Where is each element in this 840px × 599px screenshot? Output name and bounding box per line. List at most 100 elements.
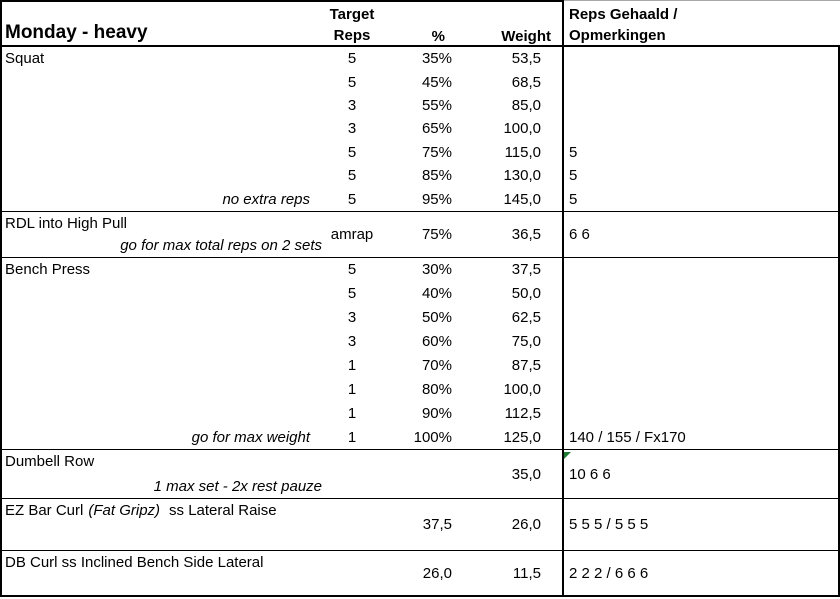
column-header-target-line2: Reps: [333, 27, 371, 44]
percent-cell[interactable]: 75%: [421, 143, 452, 161]
weight-cell[interactable]: 87,5: [511, 356, 541, 374]
percent-cell[interactable]: 35%: [421, 50, 452, 68]
exercise-name-spacer: [0, 354, 318, 378]
weight-cell[interactable]: 68,5: [511, 73, 541, 91]
target-reps-cell[interactable]: amrap: [330, 226, 374, 243]
exercise-note[interactable]: go for max total reps on 2 sets: [120, 237, 322, 254]
weight-cell[interactable]: 35,0: [511, 465, 541, 483]
target-reps-cell[interactable]: 1: [347, 356, 357, 374]
weight-cell[interactable]: 100,0: [503, 380, 541, 398]
exercise-name[interactable]: DB Curl ss Inclined Bench Side Lateral: [5, 554, 263, 571]
weight-cell[interactable]: 130,0: [503, 167, 541, 185]
exercise-name-spacer: [0, 94, 318, 117]
percent-cell[interactable]: 70%: [421, 356, 452, 374]
target-reps-cell[interactable]: 5: [347, 143, 357, 161]
percent-cell[interactable]: 30%: [421, 261, 452, 279]
reps-gehaald-cell[interactable]: 140 / 155 / Fx170: [569, 428, 686, 446]
percent-cell[interactable]: 26,0: [422, 564, 452, 582]
weight-cell[interactable]: 50,0: [511, 285, 541, 303]
target-reps-cell[interactable]: 3: [347, 309, 357, 327]
column-header-reps-line1: Reps Gehaald /: [569, 6, 678, 23]
weight-cell[interactable]: 100,0: [503, 120, 541, 138]
target-reps-cell[interactable]: [318, 499, 386, 550]
exercise-name[interactable]: RDL into High Pull: [5, 215, 127, 232]
target-reps-cell[interactable]: 5: [347, 167, 357, 185]
exercise-name[interactable]: Dumbell Row: [5, 453, 94, 470]
percent-cell[interactable]: 90%: [421, 404, 452, 422]
weight-cell[interactable]: 53,5: [511, 50, 541, 68]
reps-gehaald-cell[interactable]: 6 6: [569, 226, 590, 243]
target-reps-cell[interactable]: 3: [347, 120, 357, 138]
target-reps-cell[interactable]: 1: [347, 380, 357, 398]
set-row: 5 85% 130,0 5: [0, 164, 840, 187]
percent-cell[interactable]: 95%: [421, 190, 452, 208]
target-reps-cell[interactable]: 1: [347, 404, 357, 422]
target-reps-cell[interactable]: 3: [347, 333, 357, 351]
reps-gehaald-cell[interactable]: [553, 401, 840, 425]
set-row: Bench Press 5 30% 37,5: [0, 258, 840, 282]
percent-cell[interactable]: 100%: [413, 428, 452, 446]
percent-cell[interactable]: 55%: [421, 97, 452, 115]
set-row: go for max weight 1 100% 125,0 140 / 155 / F…: [0, 425, 840, 449]
target-reps-cell[interactable]: 5: [347, 73, 357, 91]
exercise-name-spacer: [0, 141, 318, 164]
reps-gehaald-cell[interactable]: [553, 258, 840, 282]
reps-gehaald-cell[interactable]: 5: [569, 167, 578, 185]
column-header-reps-gehaald: Reps Gehaald / Opmerkingen: [553, 2, 840, 46]
exercise-note[interactable]: 1 max set - 2x rest pauze: [153, 478, 322, 495]
page-title: Monday - heavy: [5, 22, 148, 43]
reps-gehaald-cell[interactable]: 10 6 6: [569, 465, 611, 483]
reps-gehaald-cell[interactable]: [553, 306, 840, 330]
reps-gehaald-cell[interactable]: [553, 94, 840, 117]
percent-cell[interactable]: 40%: [421, 285, 452, 303]
reps-gehaald-cell[interactable]: [553, 47, 840, 70]
weight-cell[interactable]: 11,5: [512, 564, 541, 582]
target-reps-cell[interactable]: 3: [347, 97, 357, 115]
target-reps-cell[interactable]: 1: [347, 428, 357, 446]
weight-cell[interactable]: 62,5: [511, 309, 541, 327]
target-reps-cell[interactable]: [318, 551, 386, 595]
left-border: [0, 0, 2, 597]
percent-cell[interactable]: 60%: [421, 333, 452, 351]
reps-gehaald-cell[interactable]: [553, 117, 840, 140]
weight-cell[interactable]: 85,0: [511, 97, 541, 115]
weight-cell[interactable]: 112,5: [504, 404, 541, 422]
weight-cell[interactable]: 125,0: [503, 428, 541, 446]
percent-cell[interactable]: 50%: [421, 309, 452, 327]
set-row: 1 70% 87,5: [0, 354, 840, 378]
target-reps-cell[interactable]: 5: [347, 261, 357, 279]
reps-gehaald-cell[interactable]: [553, 354, 840, 378]
percent-cell[interactable]: 75%: [421, 226, 452, 243]
reps-gehaald-cell[interactable]: [553, 282, 840, 306]
exercise-name[interactable]: Bench Press: [5, 261, 91, 279]
target-reps-cell[interactable]: 5: [347, 285, 357, 303]
reps-gehaald-cell[interactable]: [553, 70, 840, 93]
exercise-name-text: Dumbell Row: [5, 453, 95, 470]
exercise-name[interactable]: Squat: [5, 50, 45, 68]
weight-cell[interactable]: 75,0: [511, 333, 541, 351]
reps-gehaald-cell[interactable]: [553, 330, 840, 354]
percent-cell[interactable]: 85%: [421, 167, 452, 185]
exercise-name-spacer: [0, 330, 318, 354]
weight-cell[interactable]: 37,5: [511, 261, 541, 279]
weight-cell[interactable]: 145,0: [503, 190, 541, 208]
target-reps-cell[interactable]: 5: [347, 190, 357, 208]
set-row: 5 45% 68,5: [0, 70, 840, 93]
target-reps-cell[interactable]: 5: [347, 50, 357, 68]
reps-gehaald-cell[interactable]: 5 5 5 / 5 5 5: [569, 516, 649, 533]
reps-gehaald-cell[interactable]: 5: [569, 143, 578, 161]
exercise-note[interactable]: go for max weight: [191, 428, 310, 446]
reps-gehaald-cell[interactable]: 5: [569, 190, 578, 208]
weight-cell[interactable]: 36,5: [511, 226, 541, 243]
percent-cell[interactable]: 65%: [421, 120, 452, 138]
percent-cell[interactable]: [386, 450, 458, 498]
reps-gehaald-cell[interactable]: [553, 377, 840, 401]
percent-cell[interactable]: 37,5: [422, 516, 452, 533]
percent-cell[interactable]: 45%: [421, 73, 452, 91]
percent-cell[interactable]: 80%: [421, 380, 452, 398]
exercise-note[interactable]: no extra reps: [222, 190, 310, 208]
weight-cell[interactable]: 115,0: [504, 143, 541, 161]
exercise-name[interactable]: EZ Bar Curl (Fat Gripz) ss Lateral Raise: [5, 502, 277, 519]
weight-cell[interactable]: 26,0: [511, 516, 541, 533]
reps-gehaald-cell[interactable]: 2 2 2 / 6 6 6: [569, 564, 649, 582]
